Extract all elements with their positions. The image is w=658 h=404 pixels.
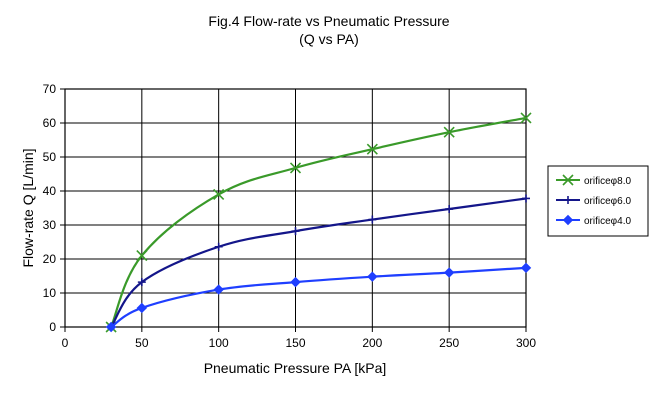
data-point [213, 284, 224, 295]
x-tick-label: 250 [439, 336, 459, 350]
x-tick-label: 150 [285, 336, 305, 350]
data-point [214, 242, 223, 251]
data-point [136, 302, 148, 314]
series-orifice-8-0 [105, 112, 532, 333]
chart-subtitle: (Q vs PA) [299, 31, 359, 47]
x-tick-labels: 0 50 100 150 200 250 300 [62, 336, 537, 350]
series-line [110, 266, 527, 328]
series-line [110, 197, 527, 328]
series-orifice-4-0 [105, 262, 532, 333]
plot-frame [64, 88, 527, 328]
data-point [367, 271, 378, 282]
y-tick-labels: 0 10 20 30 40 50 60 70 [43, 82, 57, 334]
y-tick-label: 40 [43, 184, 57, 198]
y-tick-label: 30 [43, 218, 57, 232]
data-point [366, 143, 378, 155]
data-point [290, 276, 301, 288]
data-point [443, 126, 455, 138]
y-tick-label: 50 [43, 150, 57, 164]
data-point [291, 227, 300, 236]
y-tick-label: 60 [43, 116, 57, 130]
legend-label: orificeφ8.0 [584, 176, 631, 187]
legend: orificeφ8.0 orificeφ6.0 orificeφ4.0 [547, 165, 649, 237]
data-point [520, 262, 532, 274]
data-point [105, 321, 117, 333]
legend-label: orificeφ4.0 [584, 216, 631, 227]
data-point [520, 112, 532, 124]
x-tick-label: 100 [209, 336, 229, 350]
x-tick-label: 300 [516, 336, 536, 350]
y-axis-label: Flow-rate Q [L/min] [20, 148, 36, 267]
series-orifice-6-0 [107, 194, 530, 331]
y-tick-label: 0 [49, 320, 56, 334]
x-axis-label: Pneumatic Pressure PA [kPa] [204, 360, 387, 376]
data-point [137, 278, 146, 287]
y-tick-label: 20 [43, 252, 57, 266]
y-tick-label: 70 [43, 82, 57, 96]
data-point [289, 162, 302, 174]
legend-entry: orificeφ8.0 [556, 174, 631, 187]
legend-entry: orificeφ6.0 [556, 196, 631, 207]
chart-title: Fig.4 Flow-rate vs Pneumatic Pressure [208, 13, 449, 29]
legend-marker [562, 174, 574, 186]
data-point [213, 188, 225, 200]
series-group [105, 112, 532, 333]
x-tick-label: 50 [135, 336, 149, 350]
x-tick-label: 200 [362, 336, 382, 350]
y-tick-label: 10 [43, 286, 57, 300]
legend-marker [564, 196, 572, 204]
series-line [110, 116, 527, 328]
legend-marker [562, 214, 574, 226]
data-point [522, 194, 530, 203]
legend-entry: orificeφ4.0 [556, 214, 631, 227]
data-point [445, 205, 454, 214]
legend-label: orificeφ6.0 [584, 196, 631, 207]
x-tick-label: 0 [62, 336, 69, 350]
data-point [443, 267, 455, 278]
data-point [136, 250, 148, 262]
data-point [368, 215, 377, 224]
axes [60, 88, 527, 332]
